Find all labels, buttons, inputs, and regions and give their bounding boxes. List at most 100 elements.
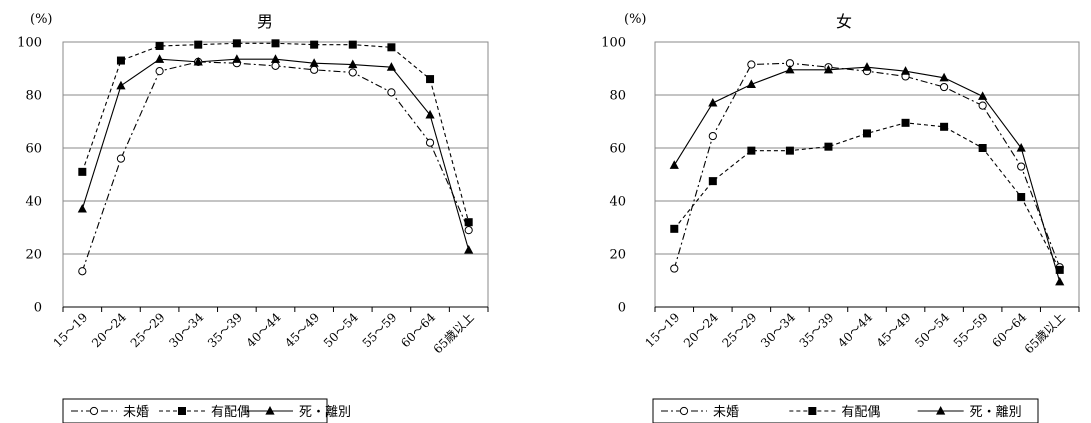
data-point: [978, 101, 987, 110]
y-axis-unit-label: (%): [30, 12, 53, 27]
legend-label: 有配偶: [841, 405, 880, 420]
x-tick-label: 55～59: [360, 310, 400, 350]
legend-label: 有配偶: [211, 405, 250, 420]
data-point: [464, 245, 474, 254]
data-point: [154, 54, 165, 63]
data-point: [426, 75, 435, 84]
y-tick-label: 20: [609, 248, 626, 263]
legend-marker: [936, 406, 946, 415]
data-point: [155, 41, 164, 50]
data-point: [194, 40, 203, 49]
data-point: [747, 146, 756, 155]
data-point: [862, 62, 872, 71]
legend-marker: [679, 406, 689, 416]
data-point: [1055, 265, 1064, 274]
data-point: [670, 224, 679, 233]
data-point: [310, 40, 319, 49]
data-point: [1017, 193, 1026, 202]
y-tick-label: 0: [618, 301, 626, 316]
legend: 未婚 有配偶 死・離別: [62, 398, 351, 423]
data-point: [746, 79, 756, 88]
plot-frame: [654, 41, 1080, 308]
x-tick-label: 15～19: [50, 310, 90, 350]
data-point: [939, 82, 949, 92]
y-tick-label: 60: [25, 142, 42, 157]
data-point: [425, 138, 435, 147]
data-point: [310, 65, 319, 74]
x-tick-label: 65歳以上: [431, 310, 477, 356]
data-point: [1017, 162, 1026, 171]
x-tick-label: 55～59: [951, 310, 991, 350]
x-tick-label: 50～54: [321, 310, 361, 350]
y-tick-label: 0: [34, 301, 42, 316]
data-point: [270, 54, 281, 63]
data-point: [155, 67, 164, 76]
data-point: [232, 39, 241, 48]
legend-marker: [808, 407, 817, 415]
data-point: [77, 203, 87, 213]
x-tick-label: 25～29: [128, 310, 168, 350]
data-point: [708, 177, 717, 186]
x-tick-label: 40～44: [244, 310, 284, 350]
y-tick-label: 100: [17, 36, 42, 51]
legend-label: 未婚: [713, 405, 739, 420]
data-point: [271, 39, 280, 48]
data-point: [708, 131, 717, 141]
data-point: [348, 40, 357, 49]
x-tick-label: 30～34: [166, 310, 206, 350]
data-point: [387, 43, 396, 52]
legend-label: 死・離別: [970, 405, 1022, 420]
data-point: [116, 56, 125, 65]
y-tick-label: 20: [25, 248, 42, 263]
data-point: [901, 118, 910, 127]
legend-marker: [89, 406, 99, 416]
data-point: [1055, 276, 1065, 286]
data-point: [309, 58, 319, 67]
data-point: [232, 54, 242, 63]
series-line: [673, 66, 1061, 282]
data-point: [978, 91, 988, 100]
legend: 未婚 有配偶 死・離別: [652, 398, 1039, 423]
data-point: [425, 109, 435, 119]
data-point: [785, 64, 795, 74]
legend-marker: [178, 407, 186, 415]
data-point: [193, 56, 203, 66]
data-point: [863, 129, 871, 138]
data-point: [78, 267, 87, 276]
data-point: [271, 61, 280, 70]
x-tick-label: 45～49: [282, 310, 322, 350]
data-point: [348, 68, 357, 77]
y-tick-label: 100: [601, 36, 626, 51]
data-point: [116, 154, 126, 163]
series-line: [81, 61, 470, 272]
data-point: [823, 64, 834, 74]
chart-title: 男: [257, 12, 273, 31]
legend-box: [652, 398, 1039, 423]
x-tick-label: 50～54: [912, 310, 952, 350]
data-point: [348, 59, 358, 69]
y-tick-label: 60: [609, 142, 626, 157]
data-point: [116, 80, 126, 90]
x-tick-label: 35～39: [797, 310, 837, 350]
x-tick-label: 15～19: [642, 310, 682, 350]
y-tick-label: 40: [609, 195, 626, 210]
data-point: [464, 218, 473, 227]
data-point: [900, 66, 911, 75]
data-point: [785, 146, 794, 155]
x-tick-label: 45～49: [874, 310, 914, 350]
series-line: [81, 58, 470, 251]
y-axis-unit-label: (%): [624, 12, 647, 27]
x-tick-label: 35～39: [205, 310, 245, 350]
x-tick-label: 25～29: [720, 310, 760, 350]
data-point: [78, 167, 87, 176]
x-tick-label: 20～24: [89, 310, 129, 350]
y-tick-label: 80: [25, 89, 42, 104]
x-tick-label: 65歳以上: [1022, 310, 1068, 356]
series-line: [81, 42, 470, 223]
chart-panel-1: 女 (%) 0 20 40 60 80 100 15～1920～2425～2930～3435～3…: [601, 12, 1080, 423]
data-point: [824, 142, 833, 151]
y-tick-label: 80: [609, 89, 626, 104]
legend-marker: [265, 406, 275, 415]
series-line: [673, 122, 1061, 271]
